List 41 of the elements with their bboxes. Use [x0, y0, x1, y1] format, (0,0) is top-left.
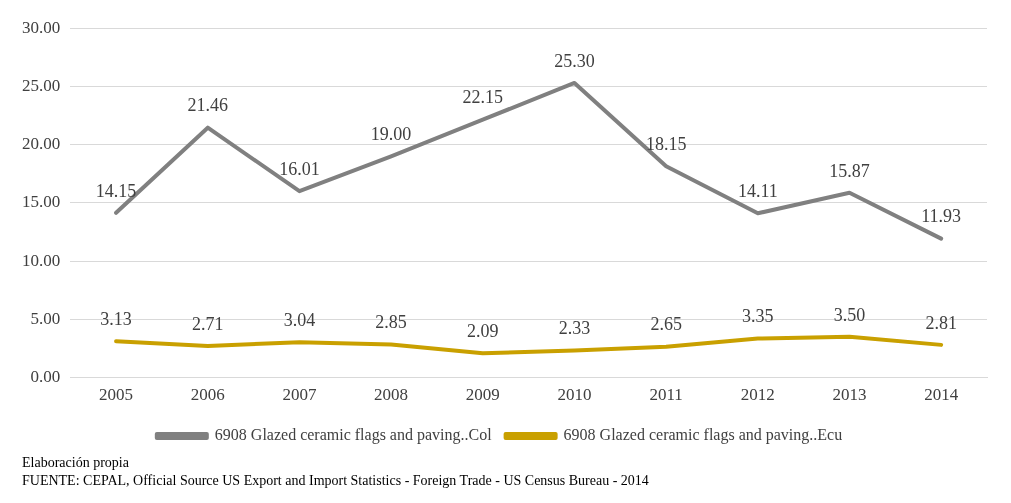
- data-label: 2.71: [192, 313, 224, 334]
- x-tick-label: 2011: [649, 385, 683, 405]
- y-tick-label: 0.00: [30, 367, 61, 387]
- legend-label: 6908 Glazed ceramic flags and paving..Col: [214, 426, 493, 445]
- data-label: 18.15: [645, 133, 687, 154]
- data-label: 3.13: [100, 308, 132, 329]
- x-tick-label: 2006: [190, 385, 225, 405]
- x-tick-label: 2012: [740, 385, 775, 405]
- x-tick-label: 2008: [374, 385, 409, 405]
- y-tick-label: 5.00: [30, 308, 61, 328]
- y-tick-label: 10.00: [22, 250, 61, 270]
- x-tick-label: 2009: [465, 385, 500, 405]
- data-label: 19.00: [370, 124, 412, 145]
- data-label: 2.33: [558, 318, 591, 339]
- data-label: 21.46: [187, 95, 229, 116]
- data-label: 16.01: [279, 158, 320, 179]
- y-tick-label: 30.00: [22, 17, 61, 37]
- y-tick-label: 20.00: [22, 134, 61, 154]
- data-label: 3.50: [833, 304, 866, 325]
- source-note: FUENTE: CEPAL, Official Source US Export and Import Statistics - Foreign Trade - US Census Bureau - 2014: [22, 472, 650, 490]
- data-label: 14.15: [95, 180, 137, 201]
- x-tick-label: 2013: [832, 385, 867, 405]
- text: Elaboración propia: [22, 454, 130, 472]
- x-tick-label: 2014: [924, 385, 959, 405]
- data-label: 25.30: [554, 50, 595, 71]
- y-tick-label: 15.00: [22, 192, 61, 212]
- data-label: 2.09: [467, 320, 499, 341]
- data-label: 14.11: [737, 181, 778, 201]
- data-label: 22.15: [462, 87, 504, 108]
- x-tick-label: 2010: [557, 385, 592, 405]
- data-label: 15.87: [829, 160, 870, 181]
- legend-label: 6908 Glazed ceramic flags and paving..Ecu: [563, 426, 843, 445]
- data-label: 2.81: [925, 312, 957, 333]
- x-tick-label: 2005: [99, 385, 134, 405]
- data-label: 2.85: [375, 312, 407, 333]
- data-label: 3.35: [742, 306, 774, 327]
- data-label: 11.93: [921, 206, 962, 227]
- x-tick-label: 2007: [282, 385, 317, 405]
- y-tick-label: 25.00: [22, 75, 61, 95]
- data-label: 3.04: [283, 309, 316, 330]
- data-label: 2.65: [650, 314, 682, 335]
